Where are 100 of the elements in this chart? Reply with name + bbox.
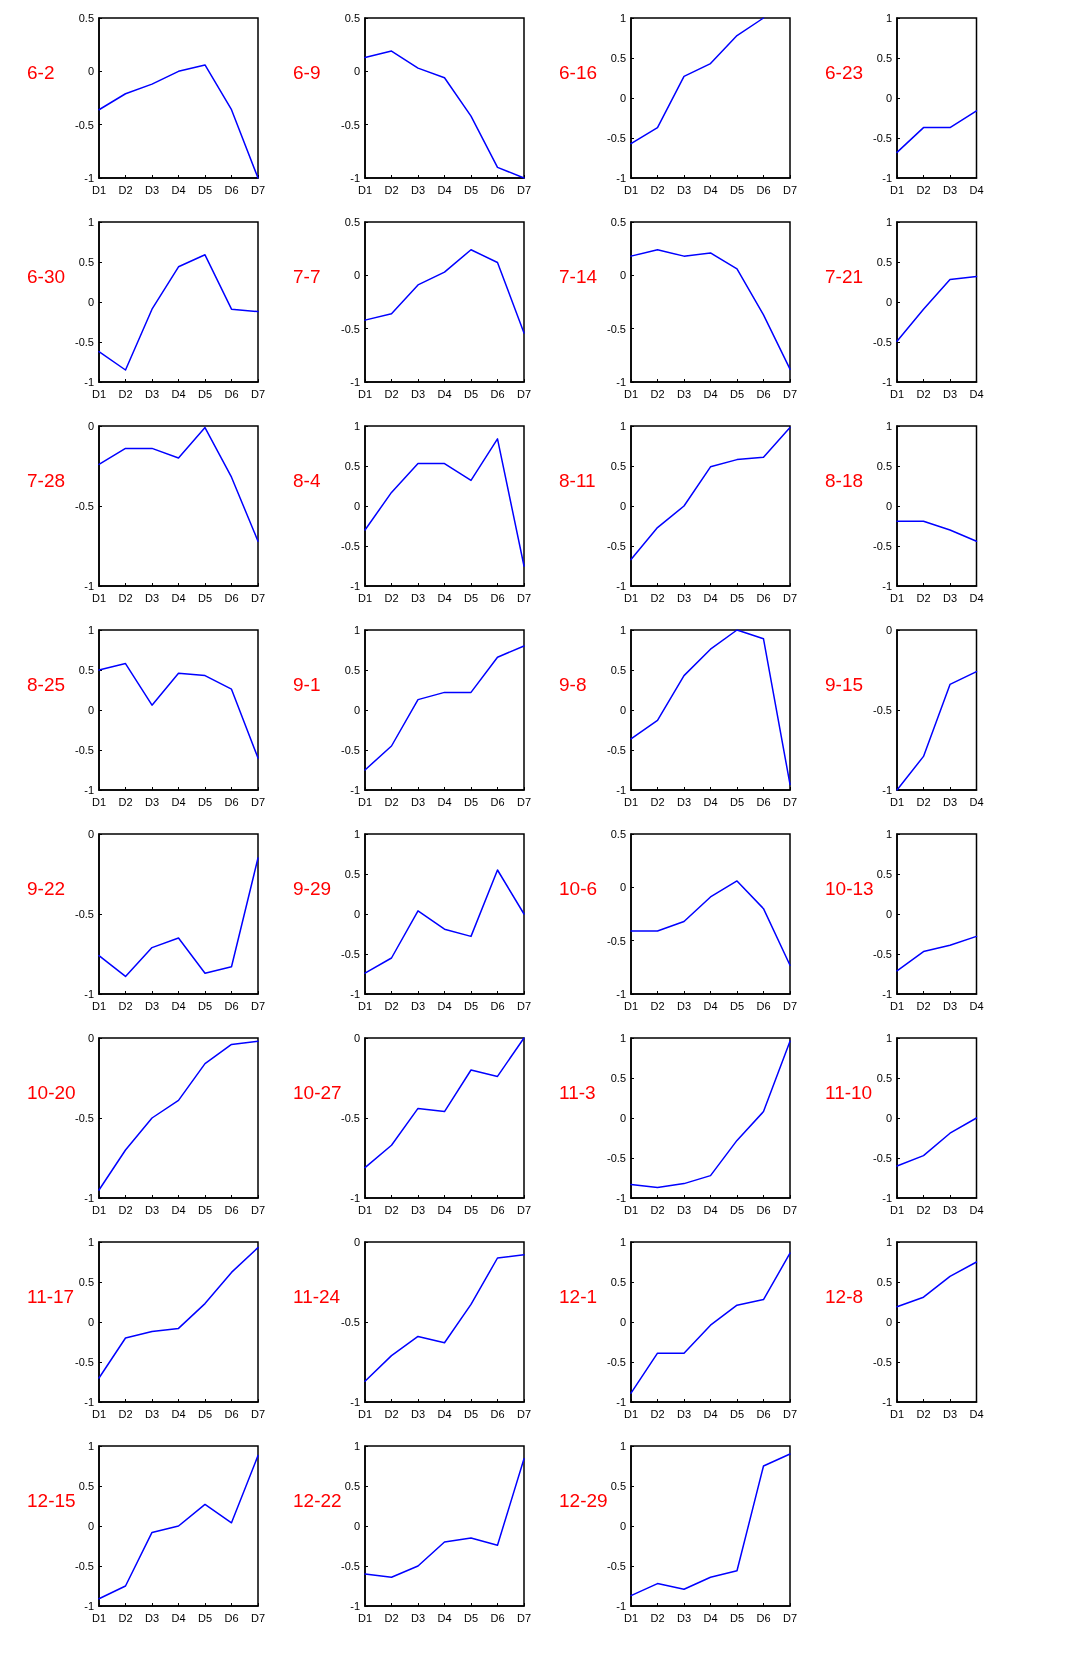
y-tick-label: 0 [885, 624, 892, 636]
x-tick-label: D7 [250, 591, 266, 604]
x-tick-label: D1 [91, 183, 107, 196]
y-tick-label: 0 [353, 65, 360, 78]
x-tick-label: D4 [703, 795, 718, 808]
y-tick-label: -0.5 [607, 540, 626, 552]
y-tick-label: 0.5 [78, 664, 94, 676]
x-tick-label: D1 [357, 1407, 373, 1420]
x-tick-label: D1 [91, 1407, 107, 1420]
y-tick-label: -1 [616, 1396, 626, 1408]
x-tick-label: D4 [703, 1611, 718, 1624]
x-tick-label: D7 [782, 1203, 798, 1216]
x-tick-label: D2 [650, 795, 665, 808]
y-tick-label: -1 [616, 172, 626, 184]
x-tick-label: D2 [118, 387, 133, 400]
x-tick-label: D3 [676, 1203, 692, 1216]
line-series [896, 1261, 978, 1308]
text: 6-23 [825, 62, 864, 83]
y-tick-label: -1 [84, 1600, 94, 1612]
y-tick-label: -1 [882, 784, 892, 796]
x-tick-label: D4 [969, 387, 984, 400]
x-tick-label: D7 [782, 387, 798, 400]
x-tick-label: D1 [889, 1407, 905, 1420]
y-tick-label: 0 [619, 269, 626, 282]
x-tick-label: D1 [357, 591, 373, 604]
x-tick-label: D2 [384, 387, 399, 400]
x-tick-label: D5 [463, 591, 479, 604]
x-tick-label: D4 [703, 387, 718, 400]
y-tick-label: 0.5 [876, 256, 892, 268]
y-tick-label: -0.5 [341, 322, 360, 335]
x-tick-label: D5 [463, 999, 479, 1012]
x-tick-label: D2 [916, 387, 931, 400]
x-tick-label: D3 [676, 591, 692, 604]
x-tick-label: D5 [463, 1611, 479, 1624]
x-tick-label: D4 [703, 1203, 718, 1216]
y-tick-label: -0.5 [341, 118, 360, 131]
x-tick-label: D3 [144, 1611, 160, 1624]
y-tick-label: 0 [885, 1316, 892, 1328]
x-tick-label: D1 [623, 387, 639, 400]
x-tick-label: D7 [250, 1203, 266, 1216]
text: 8-18 [825, 470, 864, 491]
text: 10-27 [293, 1082, 342, 1103]
x-tick-label: D5 [197, 183, 213, 196]
text: 8-25 [27, 674, 66, 695]
y-tick-label: -0.5 [607, 322, 626, 335]
x-tick-label: D1 [889, 591, 905, 604]
text: 7-14 [559, 266, 598, 287]
x-tick-label: D4 [171, 387, 186, 400]
x-tick-label: D6 [756, 183, 771, 196]
y-tick-label: 0 [619, 92, 626, 104]
y-tick-label: 0 [619, 1112, 626, 1124]
x-tick-label: D5 [197, 795, 213, 808]
y-tick-label: 0 [619, 704, 626, 716]
x-tick-label: D7 [782, 183, 798, 196]
x-tick-label: D4 [437, 1407, 452, 1420]
x-tick-label: D4 [703, 1407, 718, 1420]
x-tick-label: D2 [384, 999, 399, 1012]
y-tick-label: 0 [87, 828, 94, 840]
x-tick-label: D5 [729, 1203, 745, 1216]
x-tick-label: D6 [224, 1611, 239, 1624]
x-tick-label: D6 [490, 1203, 505, 1216]
x-tick-label: D3 [410, 183, 426, 196]
x-tick-label: D3 [942, 795, 958, 808]
x-tick-label: D7 [782, 1611, 798, 1624]
y-tick-label: 0.5 [610, 1072, 626, 1084]
x-tick-label: D2 [650, 591, 665, 604]
text: 11-3 [559, 1082, 596, 1103]
y-tick-label: 0.5 [610, 1276, 626, 1288]
y-tick-label: 0 [619, 881, 626, 894]
x-tick-label: D7 [516, 183, 532, 196]
line-series [98, 426, 259, 542]
x-tick-label: D6 [490, 795, 505, 808]
x-tick-label: D7 [516, 387, 532, 400]
x-tick-label: D2 [916, 1203, 931, 1216]
x-tick-label: D2 [384, 1407, 399, 1420]
x-tick-label: D4 [171, 1203, 186, 1216]
x-tick-label: D2 [650, 183, 665, 196]
y-tick-label: 0 [87, 704, 94, 716]
text: 12-29 [559, 1490, 608, 1511]
x-tick-label: D2 [650, 999, 665, 1012]
y-tick-label: -1 [350, 1396, 360, 1408]
y-tick-label: -0.5 [873, 336, 892, 348]
y-tick-label: 1 [353, 1440, 360, 1452]
text: 10-13 [825, 878, 874, 899]
x-tick-label: D6 [490, 1407, 505, 1420]
y-tick-label: -1 [84, 376, 94, 388]
text: 9-22 [27, 878, 66, 899]
x-tick-label: D6 [224, 795, 239, 808]
line-series [98, 254, 259, 371]
y-tick-label: -1 [350, 1600, 360, 1612]
y-tick-label: 1 [619, 1236, 626, 1248]
y-tick-label: -1 [882, 172, 892, 184]
x-tick-label: D3 [942, 591, 958, 604]
x-tick-label: D5 [729, 591, 745, 604]
x-tick-label: D4 [969, 795, 984, 808]
x-tick-label: D3 [676, 795, 692, 808]
x-tick-label: D4 [171, 183, 186, 196]
y-tick-label: 0.5 [610, 1480, 626, 1492]
text: 6-30 [27, 266, 66, 287]
y-tick-label: -0.5 [75, 1112, 94, 1124]
